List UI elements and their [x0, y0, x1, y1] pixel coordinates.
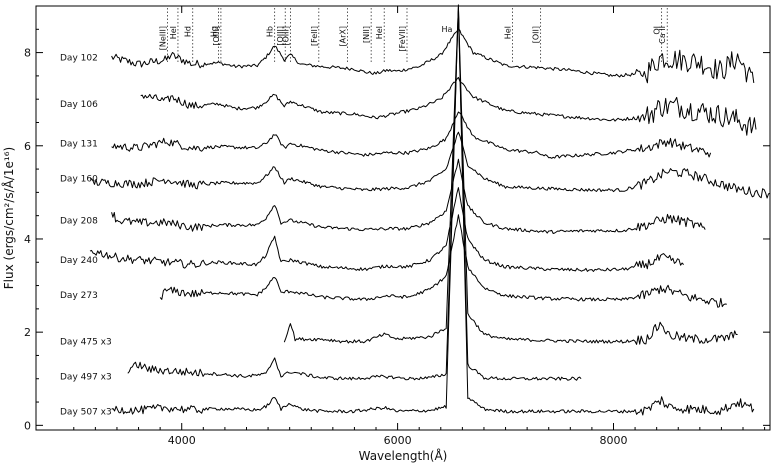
line-id-label: HeI — [169, 26, 178, 39]
spectra-series-group: Day 102 Day 106 Day 131 Day 160 Day 208 Day 2… — [60, 4, 771, 417]
x-tick-label: 4000 — [168, 434, 196, 447]
line-id-label: Hb — [266, 26, 275, 37]
spectrum-day-label: Day 131 — [60, 139, 98, 149]
line-id-label: Ha — [441, 25, 452, 34]
spectrum-line — [111, 111, 712, 159]
line-id-label: [ArX] — [338, 26, 347, 46]
spectrum-line — [89, 131, 771, 199]
y-tick-label: 6 — [24, 140, 31, 153]
spectrum-day-label: Day 240 — [60, 256, 98, 266]
line-id-label: Hg — [209, 26, 218, 37]
spectrum-day-label: Day 497 x3 — [60, 372, 112, 382]
line-id-label: Ca II — [658, 26, 667, 44]
line-id-label: [OIII] — [276, 26, 285, 46]
line-id-label: OI — [653, 26, 662, 35]
plot-frame — [35, 5, 771, 431]
x-tick-label: 8000 — [599, 434, 627, 447]
spectrum-line — [111, 4, 755, 416]
line-id-label: HeI — [375, 26, 384, 39]
line-id-label: [OIII] — [281, 26, 290, 46]
spectrum-day-label: Day 106 — [60, 100, 98, 110]
x-axis-title: Wavelength(Å) — [359, 448, 448, 463]
line-id-label: [NII] — [362, 26, 371, 43]
y-axis-title: Flux (ergs/cm²/s/Å/1e¹⁶) — [1, 147, 16, 289]
spectrum-line — [111, 28, 755, 84]
y-tick-label: 2 — [24, 326, 31, 339]
line-marker-group: [NeIII] HeI Hd Hg[OIII] Hb [OIII][OIII] [FeII]… — [159, 8, 668, 64]
line-id-label: [FeVII] — [398, 26, 407, 52]
spectrum-day-label: Day 208 — [60, 216, 98, 226]
y-tick-label: 4 — [24, 233, 31, 246]
line-id-label: [FeII] — [310, 26, 319, 46]
y-tick-label: 8 — [24, 47, 31, 60]
axis-ticks-group: 4000 6000 8000 0 2 4 6 8 — [24, 6, 770, 447]
line-id-label: [NeIII] — [159, 26, 168, 50]
spectrum-line — [159, 214, 727, 308]
line-id-label: [OIII] — [212, 26, 221, 46]
spectrum-day-label: Day 273 — [60, 291, 98, 301]
spectrum-day-label: Day 507 x3 — [60, 407, 112, 417]
spectrum-line — [283, 6, 738, 345]
y-tick-label: 0 — [24, 419, 31, 432]
spectrum-line — [140, 76, 757, 136]
line-id-label: HeI — [504, 26, 513, 39]
spectrum-day-label: Day 102 — [60, 53, 98, 63]
spectrum-line — [111, 158, 706, 234]
line-id-label: Hd — [184, 26, 193, 37]
spectrum-day-label: Day 475 x3 — [60, 337, 112, 347]
spectrum-day-label: Day 160 — [60, 174, 98, 184]
x-tick-label: 6000 — [384, 434, 412, 447]
spectrum-line — [89, 187, 684, 272]
line-id-label: [OII] — [532, 26, 541, 43]
spectrum-line — [127, 10, 582, 381]
